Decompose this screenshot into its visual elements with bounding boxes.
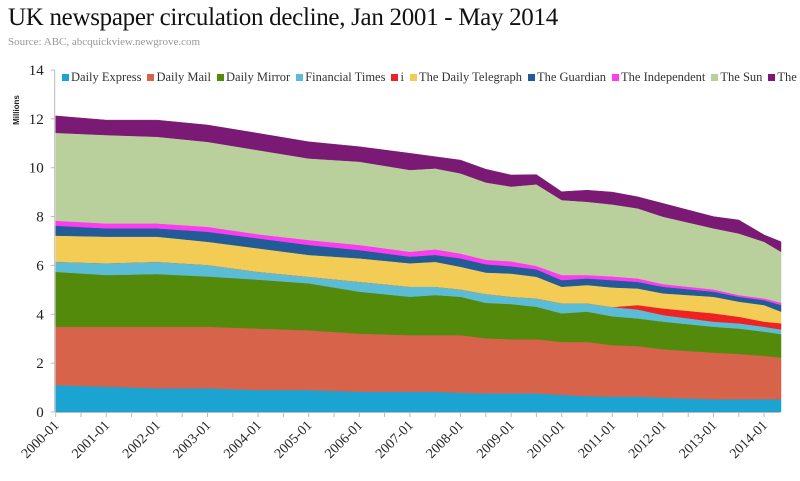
x-tick-label: 2008-01 [424, 418, 468, 462]
legend-label: i [400, 70, 404, 84]
legend-swatch [527, 74, 535, 81]
legend-item-daily-express[interactable]: Daily Express [62, 70, 141, 85]
legend-label: The Daily Telegraph [418, 70, 522, 84]
legend-swatch [217, 74, 224, 81]
legend-item-daily-mail[interactable]: Daily Mail [147, 70, 211, 85]
legend-item-the-sun[interactable]: The Sun [711, 70, 762, 85]
y-tick-label: 4 [36, 307, 44, 323]
legend-swatch [147, 74, 155, 81]
x-tick-label: 2012-01 [626, 418, 670, 462]
x-tick-label: 2001-01 [70, 418, 114, 462]
x-tick-label: 2005-01 [272, 418, 316, 462]
y-tick-label: 6 [36, 258, 44, 274]
x-tick-label: 2006-01 [323, 418, 367, 462]
chart-title: UK newspaper circulation decline, Jan 20… [8, 4, 558, 31]
area-the-times [55, 115, 782, 253]
legend-item-the-independent[interactable]: The Independent [612, 70, 705, 85]
legend-label: The Guardian [536, 70, 607, 84]
x-tick-label: 2011-01 [576, 418, 619, 461]
legend-label: Daily Express [71, 70, 142, 84]
legend-label: Daily Mail [156, 70, 211, 84]
y-axis-label: Millions [12, 95, 21, 125]
y-tick-label: 0 [36, 405, 44, 421]
legend: Daily Express Daily Mail Daily Mirror Finan… [62, 70, 800, 85]
legend-label: The Times [777, 70, 800, 84]
x-tick-label: 2014-01 [727, 418, 771, 462]
legend-swatch [409, 74, 417, 81]
chart-subtitle: Source: ABC, abcquickview.newgrove.com [8, 36, 201, 48]
x-tick-label: 2002-01 [120, 418, 164, 462]
x-tick-label: 2003-01 [171, 418, 215, 462]
x-tick-label: 2000-01 [19, 418, 63, 462]
legend-item-i[interactable]: i [391, 70, 404, 85]
legend-swatch [296, 74, 304, 81]
legend-label: Financial Times [305, 70, 386, 84]
legend-swatch [62, 74, 69, 81]
y-tick-label: 8 [36, 210, 44, 226]
legend-item-the-daily-telegraph[interactable]: The Daily Telegraph [409, 70, 522, 85]
x-tick-label: 2004-01 [221, 418, 265, 462]
x-tick-label: 2009-01 [474, 418, 518, 462]
legend-label: The Independent [621, 70, 706, 84]
legend-swatch [391, 74, 399, 81]
x-tick-label: 2007-01 [373, 418, 417, 462]
legend-swatch [711, 74, 719, 81]
legend-label: The Sun [720, 70, 763, 84]
y-tick-label: 12 [29, 112, 44, 128]
legend-item-the-times[interactable]: The Times [768, 70, 800, 85]
legend-swatch [612, 74, 620, 81]
legend-item-financial-times[interactable]: Financial Times [296, 70, 385, 85]
legend-label: Daily Mirror [226, 70, 291, 84]
y-tick-label: 14 [29, 63, 45, 79]
y-tick-label: 10 [29, 161, 44, 177]
x-tick-label: 2010-01 [525, 418, 569, 462]
legend-item-the-guardian[interactable]: The Guardian [527, 70, 607, 85]
legend-item-daily-mirror[interactable]: Daily Mirror [217, 70, 290, 85]
x-tick-label: 2013-01 [677, 418, 721, 462]
legend-swatch [768, 74, 776, 81]
y-tick-label: 2 [36, 356, 44, 372]
